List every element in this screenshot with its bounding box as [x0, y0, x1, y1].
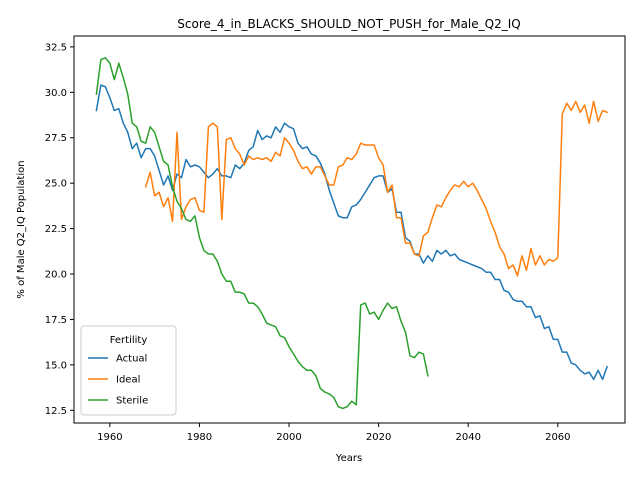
legend-label-ideal: Ideal	[116, 375, 140, 386]
chart-title: Score_4_in_BLACKS_SHOULD_NOT_PUSH_for_Ma…	[177, 17, 520, 31]
x-tick-label: 2040	[455, 432, 480, 443]
x-axis: 1960 1980 2000 2020 2040 2060	[97, 423, 571, 443]
y-tick-label: 17.5	[45, 315, 67, 326]
series-line-sterile	[95, 57, 429, 410]
legend-box	[80, 325, 177, 416]
legend-entries: Actual Ideal Sterile	[88, 354, 148, 407]
y-tick-label: 20.0	[45, 270, 67, 281]
x-tick-label: 1960	[97, 432, 122, 443]
x-tick-label: 2020	[366, 432, 391, 443]
x-tick-label: 1980	[187, 432, 212, 443]
series-line-actual	[95, 84, 609, 381]
series-line-ideal	[144, 100, 609, 277]
series-layer	[95, 57, 609, 410]
y-tick-label: 15.0	[45, 360, 67, 371]
y-tick-label: 30.0	[45, 88, 67, 99]
legend: Fertility Actual Ideal Sterile	[80, 325, 177, 416]
legend-label-sterile: Sterile	[116, 396, 148, 407]
y-tick-label: 22.5	[45, 224, 67, 235]
plot-area	[73, 35, 626, 424]
legend-label-actual: Actual	[116, 354, 147, 365]
y-tick-label: 32.5	[45, 42, 67, 53]
y-axis-title: % of Male Q2_IQ Population	[16, 160, 27, 298]
x-tick-label: 2000	[276, 432, 301, 443]
y-tick-label: 12.5	[45, 406, 67, 417]
y-tick-label: 27.5	[45, 133, 67, 144]
x-tick-label: 2060	[545, 432, 570, 443]
x-axis-title: Years	[335, 453, 362, 464]
y-axis: 12.5 15.0 17.5 20.0 22.5 25.0 27.5 30.0 32.5	[45, 42, 74, 417]
legend-title: Fertility	[110, 335, 148, 346]
axes-frame	[73, 35, 626, 424]
y-tick-label: 25.0	[45, 179, 67, 190]
